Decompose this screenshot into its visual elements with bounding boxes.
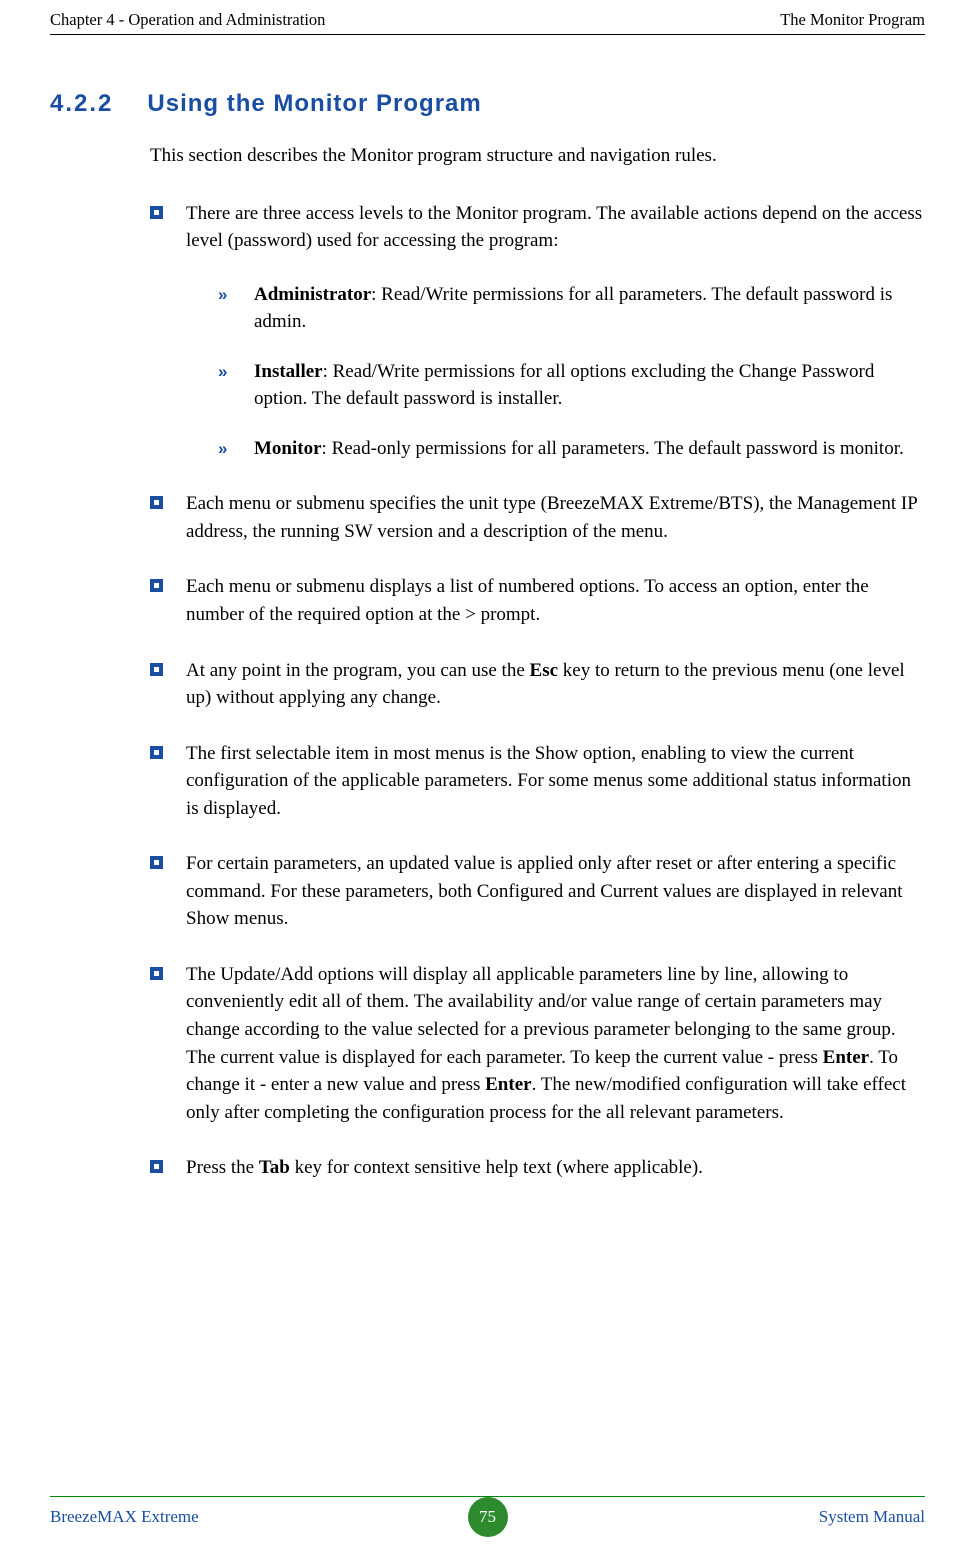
page: Chapter 4 - Operation and Administration… [0,0,975,1545]
sub-item: » Installer: Read/Write permissions for … [186,358,925,413]
section-heading: 4.2.2 Using the Monitor Program [50,90,925,118]
square-bullet-icon [150,206,163,219]
sub-rest: : Read/Write permissions for all options… [254,361,874,410]
square-bullet-icon [150,579,163,592]
sub-item: » Monitor: Read-only permissions for all… [186,435,925,463]
square-bullet-icon [150,967,163,980]
bullet-item: The Update/Add options will display all … [150,961,925,1126]
bullet-text-pre: Press the [186,1157,259,1178]
bullet-item: Each menu or submenu specifies the unit … [150,490,925,545]
footer-right: System Manual [819,1507,925,1527]
square-bullet-icon [150,1160,163,1173]
page-footer: BreezeMAX Extreme 75 System Manual [50,1496,925,1527]
intro-paragraph: This section describes the Monitor progr… [150,142,925,170]
bullet-text: Each menu or submenu specifies the unit … [186,493,917,542]
bullet-text: The first selectable item in most menus … [186,743,911,819]
sub-list: » Administrator : Read/Write permissions … [186,281,925,463]
bullet-text: For certain parameters, an updated value… [186,853,903,929]
footer-center: 75 [468,1497,508,1537]
heading-number: 4.2.2 [50,90,113,117]
page-header: Chapter 4 - Operation and Administration… [50,0,925,35]
chevron-icon: » [218,283,223,308]
page-number-badge: 75 [468,1497,508,1537]
bullet-text-p0: The Update/Add options will display all … [186,964,896,1068]
header-left: Chapter 4 - Operation and Administration [50,10,325,30]
sub-strong: Installer [254,361,323,382]
bullet-item: Each menu or submenu displays a list of … [150,573,925,628]
header-right: The Monitor Program [780,10,925,30]
bullet-item: Press the Tab key for context sensitive … [150,1154,925,1182]
heading-title: Using the Monitor Program [147,90,481,117]
sub-rest: : Read-only permissions for all paramete… [322,438,904,459]
key-name: Enter [823,1047,869,1068]
key-name: Tab [259,1157,290,1178]
sub-strong: Administrator [254,284,371,305]
content-body: This section describes the Monitor progr… [150,142,925,1182]
chevron-icon: » [218,437,223,462]
footer-left: BreezeMAX Extreme [50,1507,199,1527]
bullet-item: The first selectable item in most menus … [150,740,925,823]
square-bullet-icon [150,746,163,759]
square-bullet-icon [150,856,163,869]
square-bullet-icon [150,496,163,509]
bullet-item: At any point in the program, you can use… [150,657,925,712]
bullet-text-post: key for context sensitive help text (whe… [290,1157,703,1178]
square-bullet-icon [150,663,163,676]
key-name: Enter [485,1074,531,1095]
sub-item: » Administrator: Read/Write permissions … [186,281,925,336]
bullet-text: Each menu or submenu displays a list of … [186,576,869,625]
key-name: Esc [530,660,559,681]
chevron-icon: » [218,360,223,385]
sub-strong: Monitor [254,438,322,459]
bullet-item: There are three access levels to the Mon… [150,200,925,463]
bullet-text: There are three access levels to the Mon… [186,203,922,252]
bullet-item: For certain parameters, an updated value… [150,850,925,933]
bullet-text-pre: At any point in the program, you can use… [186,660,530,681]
